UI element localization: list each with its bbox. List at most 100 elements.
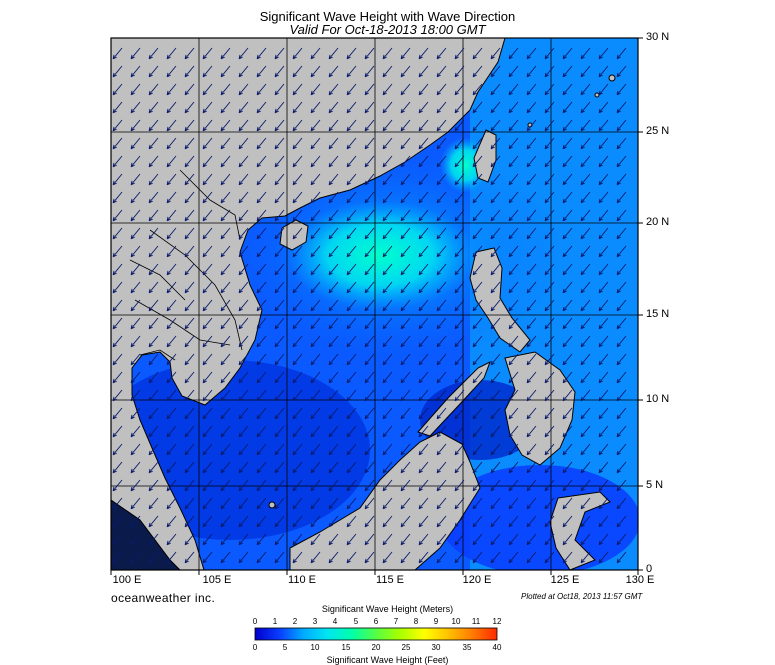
wave-arrow [256,83,267,96]
wave-arrow [166,443,177,456]
wave-arrow [184,407,195,420]
wave-arrow [454,551,465,564]
wave-arrow [220,173,231,186]
wave-arrow [544,173,555,186]
wave-arrow [472,155,483,168]
wave-arrow [508,497,519,510]
colorbar [254,627,498,641]
wave-arrow [562,443,573,456]
wave-arrow [454,425,465,438]
wave-arrow [436,173,447,186]
wave-arrow [454,479,465,492]
wave-arrow [130,209,141,222]
wave-arrow [328,497,339,510]
wave-arrow [346,281,357,294]
wave-arrow [400,353,411,366]
wave-arrow [292,209,303,222]
wave-arrow [616,173,627,186]
wave-arrow [436,155,447,168]
wave-arrow [382,425,393,438]
celebes-sea-zone [440,465,638,570]
wave-arrow [526,515,537,528]
wave-arrow [382,515,393,528]
wave-arrow [328,317,339,330]
wave-arrow [382,443,393,456]
lon-label-125: 125 E [550,574,580,586]
wave-arrow [526,65,537,78]
cb-meter-tick: 6 [373,617,379,626]
wave-arrow [508,155,519,168]
wave-arrow [616,425,627,438]
cb-feet-tick: 35 [462,643,472,652]
wave-arrow [292,65,303,78]
wave-arrow [220,137,231,150]
wave-arrow [202,407,213,420]
wave-arrow [184,515,195,528]
wave-arrow [598,443,609,456]
wave-arrow [256,173,267,186]
wave-arrow [436,443,447,456]
wave-arrow [202,515,213,528]
wave-arrow [130,245,141,258]
wave-arrow [562,317,573,330]
wave-arrow [184,335,195,348]
wave-arrow [544,443,555,456]
wave-arrow [238,425,249,438]
wave-arrow [526,551,537,564]
wave-arrow [382,497,393,510]
lon-label-115: 115 E [376,574,404,586]
wave-arrow [148,209,159,222]
wave-arrow [328,353,339,366]
lat-label-30: 30 N [646,31,670,43]
wave-arrow [598,299,609,312]
wave-arrow [220,101,231,114]
wave-arrow [112,299,123,312]
colorbar-title-meters: Significant Wave Height (Meters) [321,604,454,614]
wave-arrow [112,65,123,78]
wave-arrow [400,317,411,330]
wave-arrow [598,83,609,96]
wave-arrow [112,263,123,276]
wave-arrow [310,353,321,366]
wave-arrow [616,497,627,510]
wave-arrow [454,443,465,456]
map-title: Significant Wave Height with Wave Direct… [259,9,516,24]
wave-arrow [580,263,591,276]
wave-arrow [508,299,519,312]
wave-arrow [562,353,573,366]
wave-arrow [328,191,339,204]
wave-arrow [274,191,285,204]
wave-arrow [238,371,249,384]
wave-arrow [562,137,573,150]
wave-arrow [400,335,411,348]
cb-meter-tick: 12 [492,617,502,626]
wave-arrow [220,119,231,132]
wave-arrow [454,227,465,240]
wave-arrow [436,47,447,60]
wave-arrow [292,389,303,402]
wave-arrow [400,65,411,78]
wave-arrow [598,551,609,564]
wave-arrow [148,263,159,276]
wave-arrow [238,407,249,420]
wave-arrow [562,479,573,492]
wave-arrow [184,371,195,384]
wave-arrow [436,407,447,420]
wave-arrow [580,533,591,546]
wave-arrow [418,173,429,186]
wave-arrow [202,497,213,510]
wave-arrow [436,371,447,384]
wave-arrow [184,299,195,312]
wave-arrow [364,155,375,168]
wave-arrow [256,137,267,150]
wave-arrow [436,533,447,546]
wave-arrow [274,425,285,438]
wave-arrow [580,551,591,564]
wave-arrow [310,497,321,510]
wave-arrow [238,443,249,456]
wave-arrow [148,551,159,564]
wave-arrow [274,299,285,312]
wave-arrow [400,209,411,222]
wave-arrow [580,515,591,528]
cb-feet-tick: 20 [371,643,381,652]
